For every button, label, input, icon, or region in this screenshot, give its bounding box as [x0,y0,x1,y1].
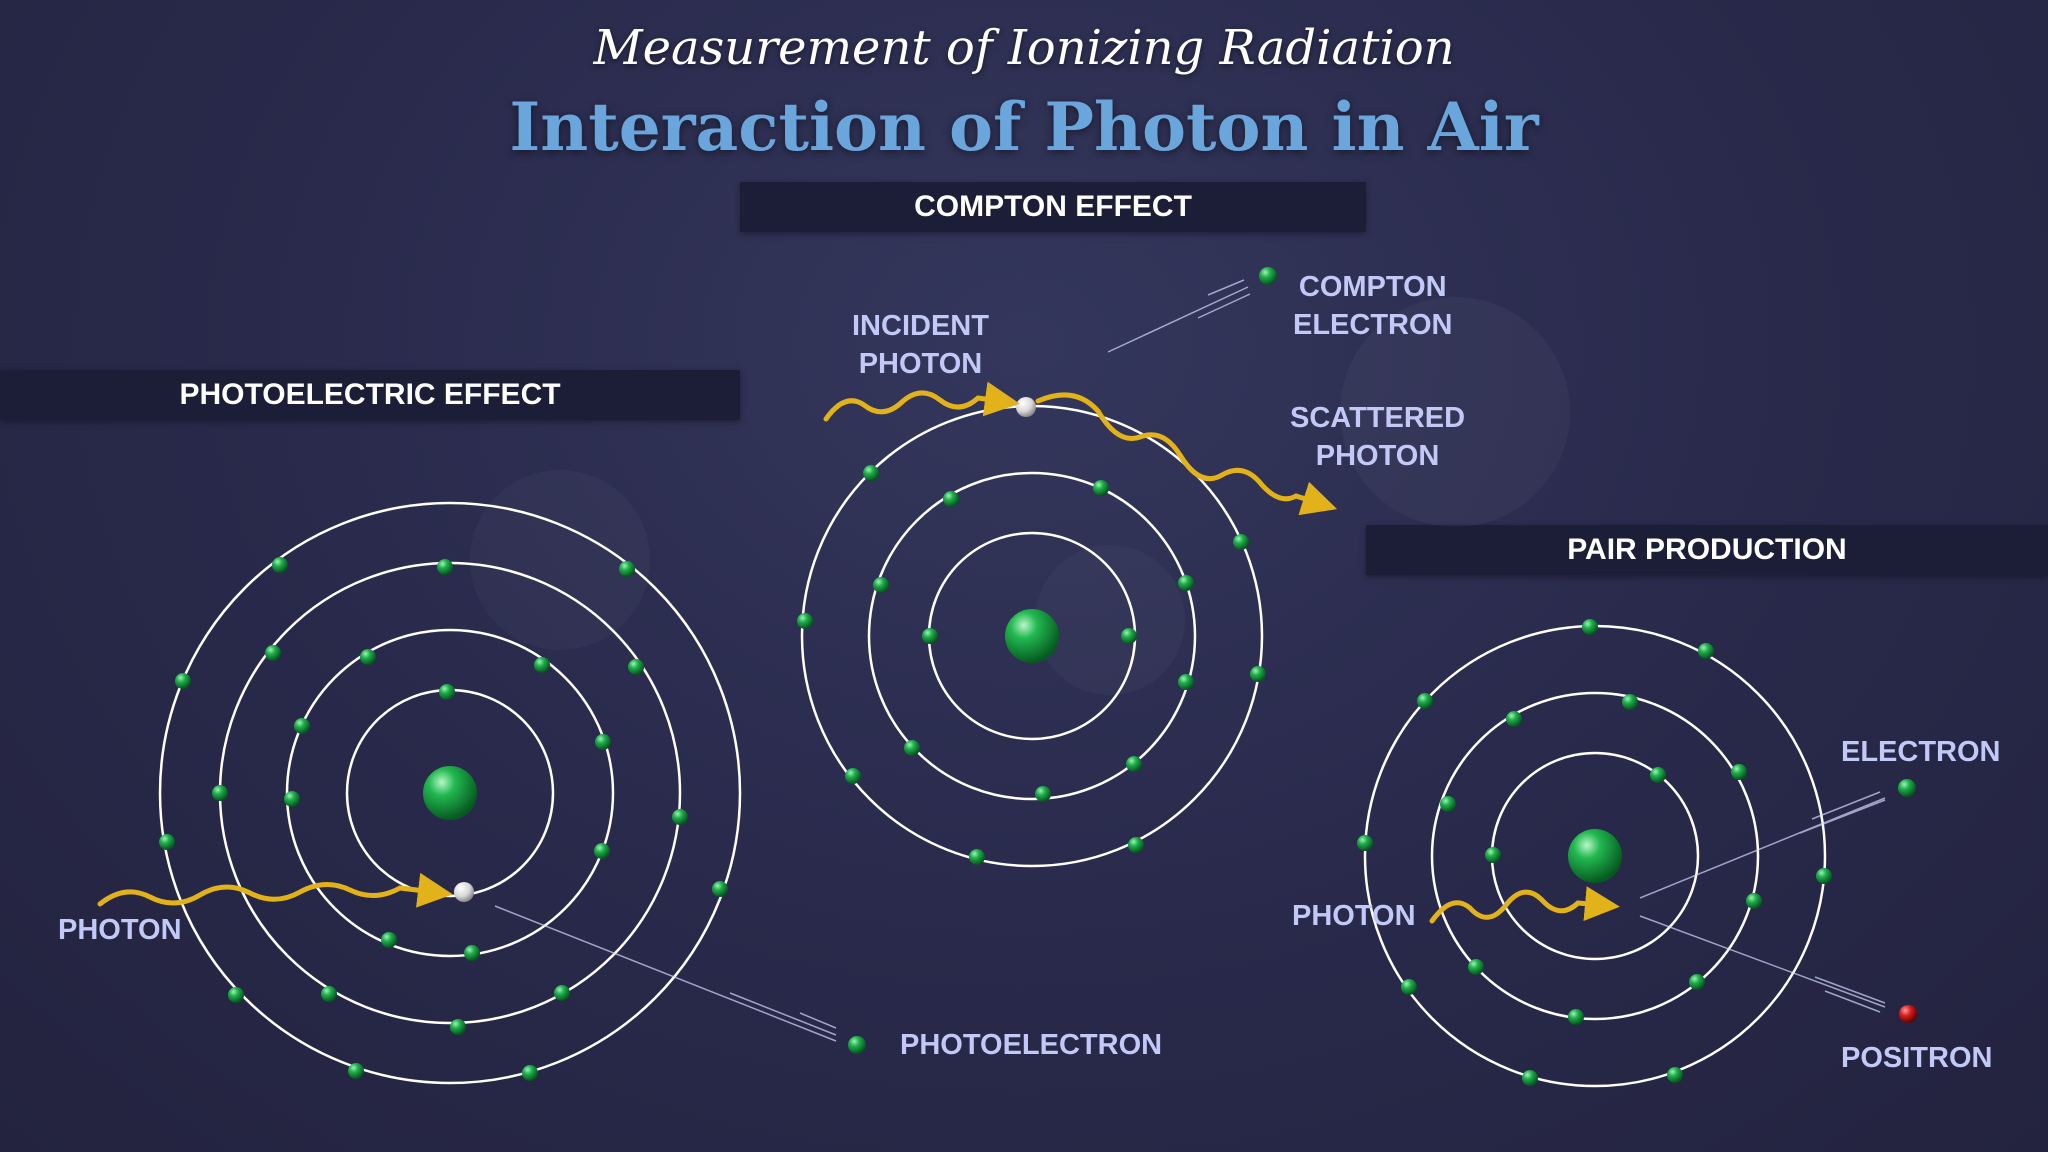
photoelectron-trail [494,905,837,1042]
incident-photon-label-line2: PHOTON [858,348,983,380]
incident-photon-arrow [823,381,1020,422]
compton-electron-trail [1107,279,1251,353]
photoelectric-electrons [159,557,728,1081]
diagram-title: Interaction of Photon in Air [509,88,1539,166]
pair-photon-arrow [1429,886,1620,924]
orbit-4 [158,501,742,1085]
orbit-2 [1430,691,1760,1021]
compton-nucleus [1005,609,1059,663]
photoelectric-effect-heading: PHOTOELECTRIC EFFECT [0,370,740,420]
compton-electrons [797,465,1266,865]
compton-electron-label: COMPTON ELECTRON [1293,268,1453,344]
compton-effect-heading: COMPTON EFFECT [740,182,1366,232]
incident-photon-label-line1: INCIDENT [852,310,989,342]
photoelectric-nucleus [423,766,477,820]
scattered-photon-label-line2: PHOTON [1315,440,1440,472]
scattered-photon-arrow [1035,392,1338,516]
pair-photon-label: PHOTON [1292,900,1416,932]
pair-electron-label: ELECTRON [1841,736,2001,768]
photoelectric-photon-arrow [97,872,453,908]
photoelectron-particle [848,1036,866,1054]
compton-target-electron [1016,397,1036,417]
pair-particle-trails [1639,791,1886,1013]
compton-electron-particle [1259,267,1277,285]
scattered-photon-label: SCATTERED PHOTON [1290,399,1465,475]
diagram-subtitle: Measurement of Ionizing Radiation [593,20,1455,76]
pair-nucleus [1568,829,1622,883]
compton-electron-label-line2: ELECTRON [1293,309,1453,341]
photoelectric-target-electron [454,882,474,902]
incident-photon-label: INCIDENT PHOTON [852,307,989,383]
orbit-2 [867,471,1197,801]
pair-electron-particle [1898,779,1916,797]
pair-electrons [1357,619,1832,1086]
compton-electron-label-line1: COMPTON [1298,271,1447,303]
positron-particle [1899,1005,1917,1023]
photoelectric-photon-label: PHOTON [58,914,182,946]
positron-label: POSITRON [1841,1042,1993,1074]
photoelectron-label: PHOTOELECTRON [900,1029,1163,1061]
scattered-photon-label-line1: SCATTERED [1290,402,1466,434]
pair-production-heading: PAIR PRODUCTION [1366,525,2048,575]
